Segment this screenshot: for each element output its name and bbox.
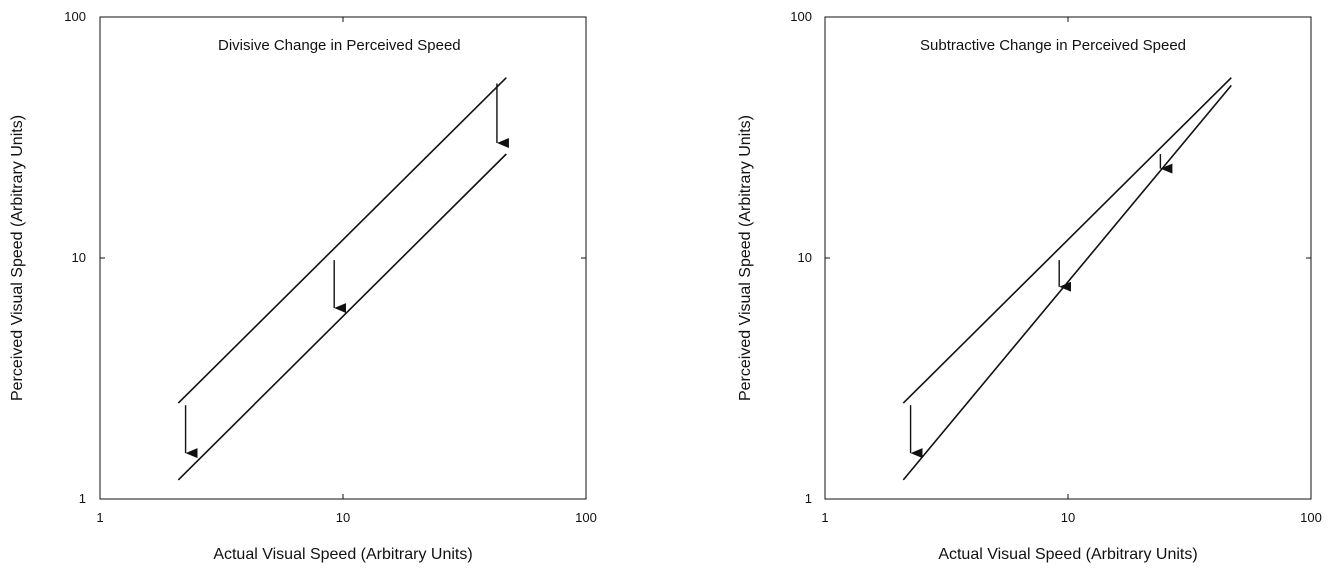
series-lines: [902, 77, 1232, 481]
change-arrows: [909, 154, 1173, 459]
x-axis-label: Actual Visual Speed (Arbitrary Units): [213, 546, 472, 563]
x-tick-label-100: 100: [575, 510, 597, 525]
series-line-1: [902, 77, 1232, 404]
tick-marks: [824, 16, 1312, 500]
series-line-2: [902, 84, 1232, 481]
change-arrows: [184, 83, 509, 459]
x-tick-label-10: 10: [1061, 510, 1075, 525]
tick-marks: [99, 16, 587, 500]
y-axis-label: Perceived Visual Speed (Arbitrary Units): [737, 115, 754, 401]
plot-frame: [99, 16, 587, 500]
x-tick-label-100: 100: [1300, 510, 1322, 525]
x-tick-label-1: 1: [821, 510, 828, 525]
y-tick-label-1: 1: [79, 491, 86, 506]
y-tick-label-10: 10: [798, 250, 812, 265]
series-line-1: [177, 77, 507, 404]
chart-panel-subtractive: Subtractive Change in Perceived Speed Ac…: [737, 9, 1322, 563]
series-lines: [177, 77, 507, 481]
x-tick-label-10: 10: [336, 510, 350, 525]
y-axis-label: Perceived Visual Speed (Arbitrary Units): [9, 115, 26, 401]
plot-frame: [824, 16, 1312, 500]
chart-panel-divisive: Divisive Change in Perceived Speed Actua…: [9, 9, 597, 563]
y-tick-label-100: 100: [790, 9, 812, 24]
y-tick-label-1: 1: [805, 491, 812, 506]
y-tick-label-100: 100: [64, 9, 86, 24]
series-line-2: [177, 153, 507, 481]
x-tick-label-1: 1: [96, 510, 103, 525]
y-tick-label-10: 10: [72, 250, 86, 265]
chart-title: Divisive Change in Perceived Speed: [218, 37, 461, 54]
x-axis-label: Actual Visual Speed (Arbitrary Units): [938, 546, 1197, 563]
chart-title: Subtractive Change in Perceived Speed: [920, 37, 1186, 54]
